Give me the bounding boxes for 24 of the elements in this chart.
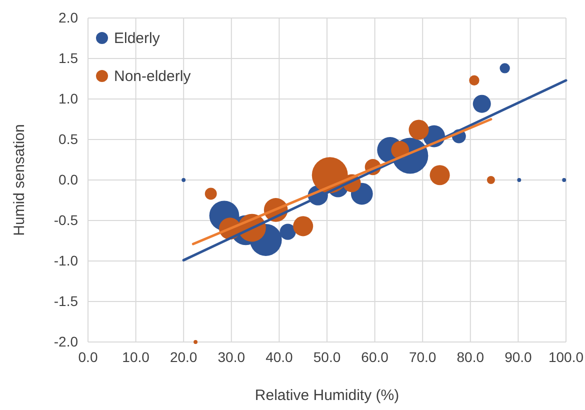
x-tick-label: 90.0 — [504, 348, 532, 365]
y-tick-label: 0.0 — [58, 171, 78, 188]
legend-label: Non-elderly — [114, 68, 192, 85]
y-tick-label: -1.0 — [54, 252, 78, 268]
x-tick-label: 100.0 — [548, 348, 584, 365]
x-axis-title: Relative Humidity (%) — [254, 387, 400, 404]
x-tick-label: 80.0 — [456, 348, 484, 365]
x-tick-label: 20.0 — [170, 348, 198, 365]
x-tick-label: 50.0 — [313, 348, 341, 365]
legend-label: Elderly — [114, 30, 160, 47]
y-tick-label: -2.0 — [54, 333, 78, 350]
x-tick-label: 10.0 — [122, 348, 150, 365]
y-tick-label: -1.5 — [54, 292, 78, 309]
x-tick-label: 70.0 — [408, 348, 436, 365]
y-tick-label: 2.0 — [58, 9, 78, 26]
x-tick-label: 60.0 — [361, 348, 389, 365]
x-tick-label: 40.0 — [266, 348, 294, 365]
x-tick-label: 30.0 — [218, 348, 246, 365]
y-tick-label: 1.5 — [58, 50, 78, 66]
y-tick-label: 1.0 — [58, 90, 78, 106]
y-tick-label: 0.5 — [58, 130, 78, 147]
x-tick-label: 0.0 — [78, 348, 98, 365]
y-tick-label: -0.5 — [54, 212, 78, 228]
y-axis-title: Humid sensation — [11, 124, 28, 236]
